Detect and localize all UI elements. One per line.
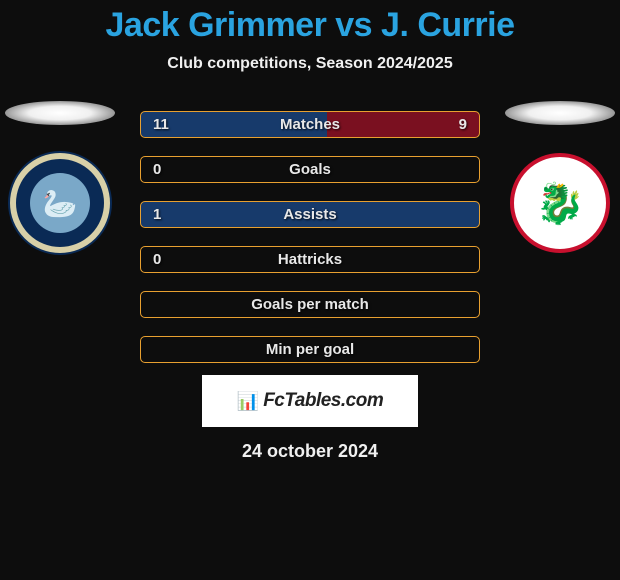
stat-row: Goals per match bbox=[140, 291, 480, 318]
stat-left-value: 11 bbox=[153, 116, 177, 133]
stat-row: 11 Matches 9 bbox=[140, 111, 480, 138]
stat-label: Goals per match bbox=[251, 296, 369, 313]
brand-text: FcTables.com bbox=[263, 390, 383, 412]
left-club-badge: 🦢 bbox=[10, 153, 110, 253]
stat-label: Min per goal bbox=[266, 341, 354, 358]
stat-row: 0 Goals bbox=[140, 156, 480, 183]
stats-column: 11 Matches 9 0 Goals 1 Assists 0 Hattricks Goals … bbox=[140, 111, 480, 363]
stat-label: Assists bbox=[283, 206, 336, 223]
stat-left-value: 0 bbox=[153, 251, 177, 268]
stat-label: Goals bbox=[289, 161, 331, 178]
chart-icon: 📊 bbox=[237, 391, 259, 412]
stat-left-value: 1 bbox=[153, 206, 177, 223]
swan-icon: 🦢 bbox=[30, 173, 90, 233]
player-photo-placeholder-right bbox=[505, 101, 615, 125]
comparison-title: Jack Grimmer vs J. Currie bbox=[106, 6, 515, 45]
stat-row: 0 Hattricks bbox=[140, 246, 480, 273]
stat-label: Hattricks bbox=[278, 251, 342, 268]
stat-row: 1 Assists bbox=[140, 201, 480, 228]
right-player-column: 🐉 bbox=[500, 101, 620, 253]
stat-row: Min per goal bbox=[140, 336, 480, 363]
right-club-badge: 🐉 bbox=[510, 153, 610, 253]
stat-left-value: 0 bbox=[153, 161, 177, 178]
comparison-body: 🦢 11 Matches 9 0 Goals 1 Assists 0 Hattricks Goal… bbox=[0, 111, 620, 363]
stat-right-value: 9 bbox=[443, 116, 467, 133]
left-player-column: 🦢 bbox=[0, 101, 120, 253]
player-photo-placeholder-left bbox=[5, 101, 115, 125]
comparison-subtitle: Club competitions, Season 2024/2025 bbox=[167, 55, 452, 73]
stat-label: Matches bbox=[280, 116, 340, 133]
wyvern-icon: 🐉 bbox=[525, 168, 595, 238]
snapshot-date: 24 october 2024 bbox=[242, 441, 378, 462]
brand-attribution[interactable]: 📊 FcTables.com bbox=[202, 375, 418, 427]
